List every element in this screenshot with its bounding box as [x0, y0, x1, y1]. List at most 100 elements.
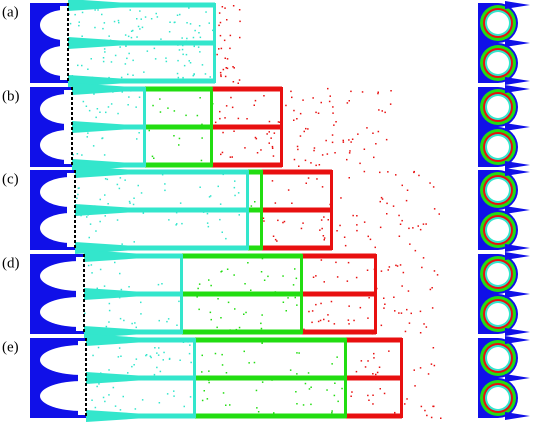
particle — [414, 249, 417, 252]
particle — [229, 47, 231, 50]
particle — [348, 323, 350, 325]
thumb-ring — [487, 387, 509, 409]
particle — [195, 42, 197, 44]
particle — [294, 268, 296, 270]
white-body — [60, 6, 70, 80]
particle — [297, 148, 299, 151]
particle — [433, 364, 436, 367]
particle — [245, 311, 247, 314]
thumb-tip — [505, 412, 530, 420]
particle — [178, 137, 181, 140]
particle — [237, 192, 240, 194]
particle — [168, 219, 170, 221]
white-lobe — [40, 130, 96, 160]
panel-label: (d) — [2, 255, 20, 271]
particle — [420, 405, 423, 408]
white-lobe — [40, 10, 88, 40]
particle — [133, 197, 135, 199]
particle — [87, 68, 89, 70]
particle — [91, 272, 93, 274]
particle — [211, 172, 213, 174]
particle — [210, 318, 212, 321]
particle — [99, 220, 101, 223]
particle — [201, 399, 204, 402]
particle — [348, 152, 351, 154]
jet — [262, 207, 332, 213]
particle — [380, 196, 383, 199]
white-lobe — [40, 213, 102, 243]
particle — [327, 314, 329, 316]
particle — [86, 216, 88, 218]
particle — [224, 57, 226, 59]
particle — [315, 275, 317, 277]
particle — [222, 173, 224, 176]
jet — [212, 162, 282, 168]
particle — [173, 210, 175, 212]
particle — [433, 208, 436, 210]
particle — [212, 29, 214, 32]
particle — [363, 221, 366, 223]
particle — [260, 322, 262, 325]
particle — [298, 165, 300, 167]
particle — [307, 128, 309, 130]
particle — [187, 341, 189, 343]
particle — [208, 22, 210, 24]
particle — [108, 321, 110, 323]
particle — [339, 224, 341, 227]
particle — [244, 248, 246, 251]
particle — [210, 137, 212, 140]
particle — [221, 6, 224, 8]
particle — [405, 199, 408, 202]
particle — [336, 230, 338, 232]
particle — [131, 209, 134, 212]
particle — [118, 187, 121, 190]
particle — [345, 295, 348, 297]
particle — [336, 356, 338, 358]
white-lobe — [40, 177, 102, 207]
particle — [379, 171, 381, 174]
particle — [417, 225, 419, 227]
particle — [78, 21, 80, 23]
particle — [359, 306, 362, 309]
particle — [404, 403, 406, 405]
particle — [274, 238, 277, 241]
panel-label: (c) — [2, 171, 19, 187]
particle — [119, 272, 121, 275]
particle — [198, 32, 200, 34]
particle — [145, 354, 147, 357]
particle — [199, 51, 201, 53]
particle — [291, 96, 293, 99]
particle — [345, 349, 347, 351]
particle — [85, 105, 88, 107]
particle — [287, 189, 290, 191]
particle — [205, 247, 208, 250]
particle — [327, 87, 329, 90]
particle — [87, 76, 89, 78]
particle — [114, 261, 116, 264]
particle — [178, 144, 180, 146]
particle — [238, 214, 240, 216]
particle — [138, 96, 141, 98]
particle — [201, 137, 203, 139]
particle — [399, 264, 402, 266]
particle — [158, 319, 160, 322]
particle — [272, 155, 275, 157]
particle — [227, 301, 230, 304]
particle — [122, 208, 124, 210]
particle — [197, 5, 199, 7]
particle — [317, 320, 320, 323]
particle — [299, 112, 302, 115]
particle — [342, 139, 344, 142]
particle — [291, 202, 293, 204]
particle — [114, 54, 117, 57]
jet-base — [72, 121, 132, 133]
particle — [386, 213, 388, 215]
particle — [221, 231, 223, 233]
particle — [320, 219, 323, 221]
particle — [315, 111, 317, 114]
particle — [431, 287, 433, 289]
particle — [102, 57, 105, 59]
particle — [185, 53, 188, 56]
particle — [129, 9, 131, 11]
particle — [342, 338, 344, 340]
